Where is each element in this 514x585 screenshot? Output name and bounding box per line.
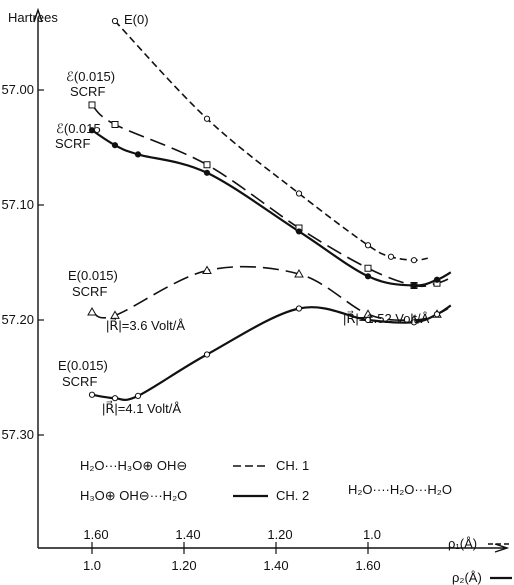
annotation-e015-ch2: E(0.015) [58, 358, 108, 373]
data-point-circle [111, 395, 119, 402]
bottom-x-tick-label: 1.0 [83, 558, 101, 573]
annotation-e015-ch2-sub: SCRF [62, 374, 97, 389]
markers-group [87, 17, 442, 402]
data-point-circle [295, 190, 303, 197]
annotation-field-3-6: |R⃗|=3.6 Volt/Å [106, 318, 185, 333]
molecule-note: H₂O····H₂O···H₂O [348, 482, 452, 497]
bottom-x-axis-label: ρ₂(Å) [452, 570, 482, 585]
legend-ch2-channel: CH. 2 [276, 488, 309, 503]
data-point-circle [433, 311, 441, 318]
data-point-square [203, 161, 211, 169]
series-line-1 [91, 104, 452, 288]
data-point-circle [203, 351, 211, 358]
data-point-circle [203, 115, 211, 122]
top-x-axis-label: ρ₁(Å) [448, 536, 477, 551]
annotation-scrf-lower-sub: SCRF [55, 136, 90, 151]
data-point-triangle [294, 268, 304, 278]
bottom-x-tick-label: 1.60 [355, 558, 380, 573]
data-point-circle [134, 151, 142, 158]
y-tick-label: 57.30 [1, 427, 34, 442]
annotation-scrf-lower-label: ℰ(0.015 [56, 121, 101, 136]
data-point-circle [364, 273, 372, 280]
data-point-triangle [110, 310, 120, 319]
annotation-scrf-upper-sub: SCRF [70, 84, 105, 99]
data-point-circle [410, 257, 418, 264]
legend-ch1-species: H₂O···H₃O⊕ OH⊖ [80, 458, 187, 473]
y-tick-label: 57.10 [1, 197, 34, 212]
top-x-tick-label: 1.60 [83, 527, 108, 542]
annotation-field-1-52: |R⃗|=1.52 Volt/Å [343, 311, 430, 326]
y-axis-arrow [33, 7, 43, 23]
series-line-3 [91, 265, 452, 322]
legend-ch1-channel: CH. 1 [276, 458, 309, 473]
data-point-circle [295, 228, 303, 235]
annotation-e015-ch1-sub: SCRF [72, 284, 107, 299]
data-point-circle [364, 316, 372, 324]
data-point-circle [111, 17, 119, 25]
data-point-circle [134, 392, 142, 399]
x-axis-arrow [494, 543, 510, 553]
data-point-circle [203, 169, 211, 176]
annotation-field-4-1: |R⃗|=4.1 Volt/Å [102, 401, 181, 416]
data-point-square [111, 121, 119, 128]
y-tick-label: 57.00 [1, 82, 34, 97]
data-point-circle [387, 253, 395, 260]
axes-group: 57.00 57.10 57.20 57.30 1.60 1.40 1.20 1.0 1.0 1.… [1, 7, 512, 580]
y-tick-label: 57.20 [1, 312, 34, 327]
series-group [91, 20, 452, 401]
series-line-0 [114, 20, 428, 262]
series-line-4 [91, 304, 452, 401]
annotation-e0: E(0) [124, 12, 149, 27]
data-point-square [88, 101, 96, 109]
top-x-tick-label: 1.20 [267, 527, 292, 542]
top-x-tick-label: 1.0 [363, 527, 381, 542]
top-x-tick-label: 1.40 [175, 527, 200, 542]
data-point-square [364, 264, 372, 272]
annotation-scrf-upper-label: ℰ(0.015) [66, 69, 115, 84]
data-point-triangle [87, 306, 97, 316]
bottom-x-tick-label: 1.40 [263, 558, 288, 573]
data-point-circle [364, 242, 372, 249]
data-point-circle [433, 276, 441, 283]
data-point-circle [295, 305, 303, 312]
data-point-triangle [202, 265, 212, 275]
y-axis-label: Hartrees [8, 10, 58, 25]
data-point-circle [88, 127, 96, 134]
data-point-circle [410, 319, 418, 326]
legend-ch2-species: H₃O⊕ OH⊖···H₂O [80, 488, 187, 503]
data-point-circle [88, 391, 96, 398]
bottom-x-tick-label: 1.20 [171, 558, 196, 573]
data-point-circle [111, 142, 119, 149]
data-point-circle [410, 282, 418, 289]
annotation-e015-ch1: E(0.015) [68, 268, 118, 283]
